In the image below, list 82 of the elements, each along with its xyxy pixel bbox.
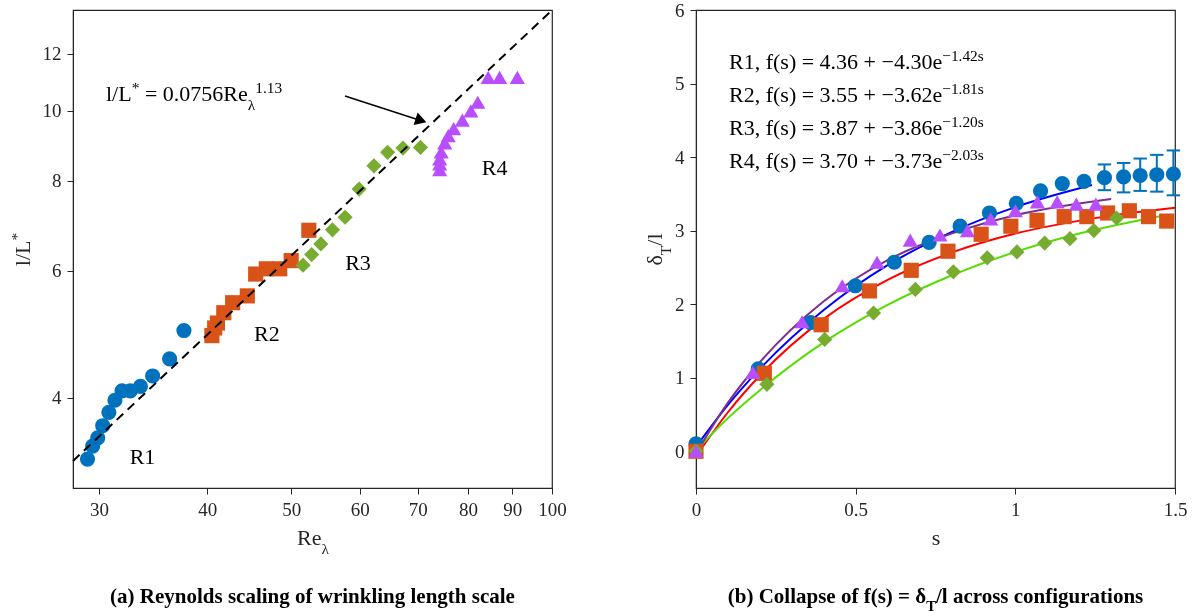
point	[1062, 231, 1078, 247]
point	[1088, 197, 1104, 211]
point	[973, 226, 989, 242]
point	[921, 234, 937, 250]
annotation: R3	[345, 250, 371, 276]
x-tick-label: 1.5	[1163, 498, 1188, 520]
x-axis-title: Re$_{λ}$	[297, 524, 330, 556]
point	[945, 264, 961, 280]
point	[1009, 244, 1025, 260]
x-tick-label: 100	[538, 498, 567, 520]
x-tick-label: 90	[503, 498, 523, 520]
point	[1165, 166, 1181, 182]
y-tick-label: 6	[52, 260, 62, 282]
point	[745, 365, 761, 380]
y-tick-label: 3	[675, 220, 685, 242]
point	[1096, 170, 1113, 186]
point	[1007, 204, 1023, 218]
point	[1029, 212, 1045, 228]
point	[1159, 213, 1175, 229]
point	[847, 278, 863, 294]
point	[1056, 209, 1072, 225]
x-tick-label: 50	[282, 498, 302, 520]
y-tick-label: 4	[675, 146, 685, 168]
x-tick-label: 0.5	[844, 498, 869, 520]
point	[902, 233, 918, 247]
point	[1029, 195, 1045, 209]
y-tick-label: 0	[675, 440, 685, 462]
x-tick-label: 80	[459, 498, 479, 520]
point	[1068, 197, 1084, 211]
x-axis-title: s	[931, 524, 941, 550]
annotation: R1	[129, 444, 156, 470]
x-tick-label: 0	[691, 498, 702, 520]
point	[1037, 235, 1053, 251]
point	[813, 317, 829, 333]
y-tick-label: 6	[675, 0, 685, 21]
point	[1132, 167, 1148, 184]
point	[1140, 209, 1157, 225]
annotation: R2, f(s) = 3.55 + −3.62e$^{−1.81s}$	[729, 79, 984, 107]
point	[1149, 167, 1165, 183]
point	[907, 281, 923, 298]
point	[759, 376, 775, 392]
point	[1076, 173, 1092, 189]
point	[979, 250, 995, 266]
y-tick-label: 10	[42, 100, 62, 122]
point	[983, 212, 999, 226]
text: (b) Collapse of f(s) = δ$_{T}$/l across configurations	[727, 584, 1144, 613]
text: (a) Reynolds scaling of wrinkling length scale	[110, 584, 515, 608]
y-tick-label: 1	[675, 367, 685, 389]
point	[959, 224, 976, 238]
point	[1054, 175, 1070, 192]
annotation: R1, f(s) = 4.36 + −4.30e$^{−1.42s}$	[729, 46, 984, 74]
point	[869, 255, 885, 269]
point	[1003, 218, 1019, 234]
point	[1086, 223, 1102, 239]
y-tick-label: 12	[42, 43, 62, 65]
x-tick-label: 40	[198, 498, 218, 520]
y-tick-label: 2	[675, 293, 685, 315]
y-tick-label: 5	[675, 73, 685, 95]
point	[932, 228, 948, 242]
annotation: R4, f(s) = 3.70 + −3.73e$^{−2.03s}$	[729, 145, 984, 173]
point	[1049, 195, 1065, 209]
y-tick-label: 4	[52, 387, 62, 409]
point	[903, 262, 919, 278]
point	[817, 331, 833, 348]
point	[1108, 210, 1125, 226]
point	[940, 243, 956, 259]
annotation: R2	[254, 320, 280, 346]
x-tick-label: 1	[1011, 498, 1021, 520]
point	[865, 305, 882, 321]
point	[1121, 203, 1137, 219]
x-tick-label: 70	[408, 498, 428, 520]
point	[834, 279, 850, 293]
x-tick-label: 60	[350, 498, 370, 520]
point	[1116, 169, 1132, 185]
point	[861, 283, 877, 299]
point	[794, 315, 810, 329]
annotation: R3, f(s) = 3.87 + −3.86e$^{−1.20s}$	[729, 112, 984, 140]
point	[886, 254, 902, 270]
point	[1032, 183, 1049, 199]
y-tick-label: 8	[52, 170, 62, 192]
x-tick-label: 30	[89, 498, 109, 520]
annotation: R4	[481, 154, 508, 180]
